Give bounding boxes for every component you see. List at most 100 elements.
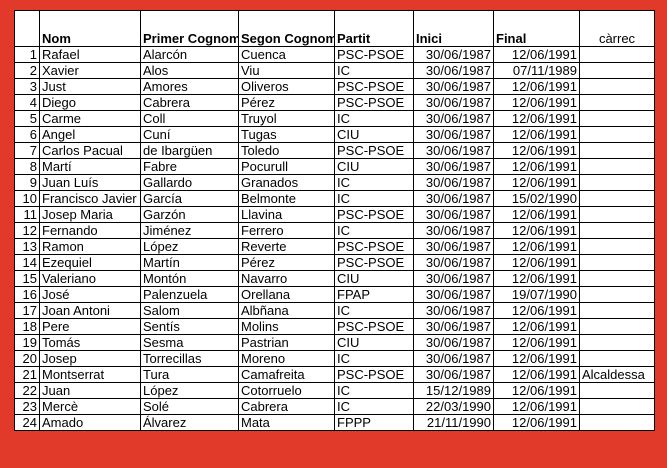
cell-primer-cognom: Cuní xyxy=(140,126,239,143)
cell-carrec xyxy=(579,142,655,159)
cell-final: 15/02/1990 xyxy=(493,190,580,207)
cell-row-number: 14 xyxy=(14,254,40,271)
table-row: 2 Xavier Alos Viu IC 30/06/1987 07/11/1989 xyxy=(14,62,655,79)
cell-carrec xyxy=(579,110,655,127)
cell-inici: 30/06/1987 xyxy=(413,270,494,287)
table-row: 23 Mercè Solé Cabrera IC 22/03/1990 12/06/1991 xyxy=(14,398,655,415)
cell-inici: 30/06/1987 xyxy=(413,78,494,95)
cell-nom: Carlos Pacual xyxy=(39,142,141,159)
cell-partit: FPAP xyxy=(334,286,414,303)
cell-nom: Carme xyxy=(39,110,141,127)
cell-segon-cognom: Cuenca xyxy=(238,46,335,63)
cell-partit: IC xyxy=(334,398,414,415)
cell-nom: Josep xyxy=(39,350,141,367)
cell-primer-cognom: de Ibargüen xyxy=(140,142,239,159)
cell-segon-cognom: Toledo xyxy=(238,142,335,159)
cell-carrec xyxy=(579,158,655,175)
cell-nom: Josep Maria xyxy=(39,206,141,223)
cell-row-number: 21 xyxy=(14,366,40,383)
cell-nom: Xavier xyxy=(39,62,141,79)
cell-final: 19/07/1990 xyxy=(493,286,580,303)
cell-partit: CIU xyxy=(334,126,414,143)
cell-final: 12/06/1991 xyxy=(493,238,580,255)
cell-inici: 30/06/1987 xyxy=(413,302,494,319)
cell-primer-cognom: Martín xyxy=(140,254,239,271)
cell-carrec xyxy=(579,318,655,335)
cell-segon-cognom: Viu xyxy=(238,62,335,79)
cell-row-number: 2 xyxy=(14,62,40,79)
cell-row-number: 8 xyxy=(14,158,40,175)
cell-partit: PSC-PSOE xyxy=(334,142,414,159)
cell-carrec xyxy=(579,350,655,367)
cell-segon-cognom: Pérez xyxy=(238,254,335,271)
cell-carrec xyxy=(579,334,655,351)
cell-partit: IC xyxy=(334,110,414,127)
cell-partit: PSC-PSOE xyxy=(334,254,414,271)
cell-final: 12/06/1991 xyxy=(493,318,580,335)
cell-partit: FPPP xyxy=(334,414,414,431)
cell-final: 12/06/1991 xyxy=(493,174,580,191)
cell-final: 12/06/1991 xyxy=(493,350,580,367)
cell-row-number: 16 xyxy=(14,286,40,303)
cell-row-number: 17 xyxy=(14,302,40,319)
table-row: 17 Joan Antoni Salom Albñana IC 30/06/1987 12/… xyxy=(14,302,655,319)
cell-carrec xyxy=(579,414,655,431)
column-header-primer-cognom: Primer Cognom xyxy=(140,10,239,47)
cell-partit: CIU xyxy=(334,334,414,351)
cell-nom: Angel xyxy=(39,126,141,143)
cell-final: 12/06/1991 xyxy=(493,94,580,111)
table-body: 1 Rafael Alarcón Cuenca PSC-PSOE 30/06/1987 12… xyxy=(14,46,655,431)
cell-inici: 30/06/1987 xyxy=(413,158,494,175)
cell-partit: PSC-PSOE xyxy=(334,78,414,95)
cell-segon-cognom: Granados xyxy=(238,174,335,191)
cell-final: 12/06/1991 xyxy=(493,366,580,383)
cell-carrec xyxy=(579,302,655,319)
cell-inici: 30/06/1987 xyxy=(413,46,494,63)
table-row: 18 Pere Sentís Molins PSC-PSOE 30/06/1987 12/0… xyxy=(14,318,655,335)
cell-final: 07/11/1989 xyxy=(493,62,580,79)
cell-primer-cognom: Torrecillas xyxy=(140,350,239,367)
cell-row-number: 22 xyxy=(14,382,40,399)
cell-row-number: 5 xyxy=(14,110,40,127)
cell-primer-cognom: Alos xyxy=(140,62,239,79)
cell-primer-cognom: Solé xyxy=(140,398,239,415)
cell-primer-cognom: Álvarez xyxy=(140,414,239,431)
header-row: Nom Primer Cognom Segon Cognom Partit In… xyxy=(14,10,655,47)
cell-row-number: 11 xyxy=(14,206,40,223)
cell-segon-cognom: Orellana xyxy=(238,286,335,303)
cell-segon-cognom: Pocurull xyxy=(238,158,335,175)
cell-final: 12/06/1991 xyxy=(493,270,580,287)
cell-partit: IC xyxy=(334,174,414,191)
cell-final: 12/06/1991 xyxy=(493,46,580,63)
cell-nom: Martí xyxy=(39,158,141,175)
cell-row-number: 9 xyxy=(14,174,40,191)
table-row: 12 Fernando Jiménez Ferrero IC 30/06/1987 12/0… xyxy=(14,222,655,239)
cell-segon-cognom: Cotorruelo xyxy=(238,382,335,399)
cell-inici: 30/06/1987 xyxy=(413,366,494,383)
cell-segon-cognom: Truyol xyxy=(238,110,335,127)
cell-primer-cognom: Garzón xyxy=(140,206,239,223)
cell-nom: Pere xyxy=(39,318,141,335)
cell-primer-cognom: López xyxy=(140,382,239,399)
cell-partit: CIU xyxy=(334,270,414,287)
cell-partit: PSC-PSOE xyxy=(334,94,414,111)
cell-final: 12/06/1991 xyxy=(493,142,580,159)
table-row: 8 Martí Fabre Pocurull CIU 30/06/1987 12/06/19… xyxy=(14,158,655,175)
cell-nom: Fernando xyxy=(39,222,141,239)
table-row: 22 Juan López Cotorruelo IC 15/12/1989 12/06/1… xyxy=(14,382,655,399)
cell-nom: Diego xyxy=(39,94,141,111)
cell-final: 12/06/1991 xyxy=(493,206,580,223)
cell-nom: Juan xyxy=(39,382,141,399)
cell-inici: 22/03/1990 xyxy=(413,398,494,415)
cell-partit: IC xyxy=(334,62,414,79)
cell-row-number: 7 xyxy=(14,142,40,159)
cell-segon-cognom: Llavina xyxy=(238,206,335,223)
cell-final: 12/06/1991 xyxy=(493,158,580,175)
cell-primer-cognom: Palenzuela xyxy=(140,286,239,303)
cell-final: 12/06/1991 xyxy=(493,126,580,143)
table-row: 5 Carme Coll Truyol IC 30/06/1987 12/06/1991 xyxy=(14,110,655,127)
cell-carrec xyxy=(579,62,655,79)
column-header-partit: Partit xyxy=(334,10,414,47)
cell-carrec xyxy=(579,382,655,399)
